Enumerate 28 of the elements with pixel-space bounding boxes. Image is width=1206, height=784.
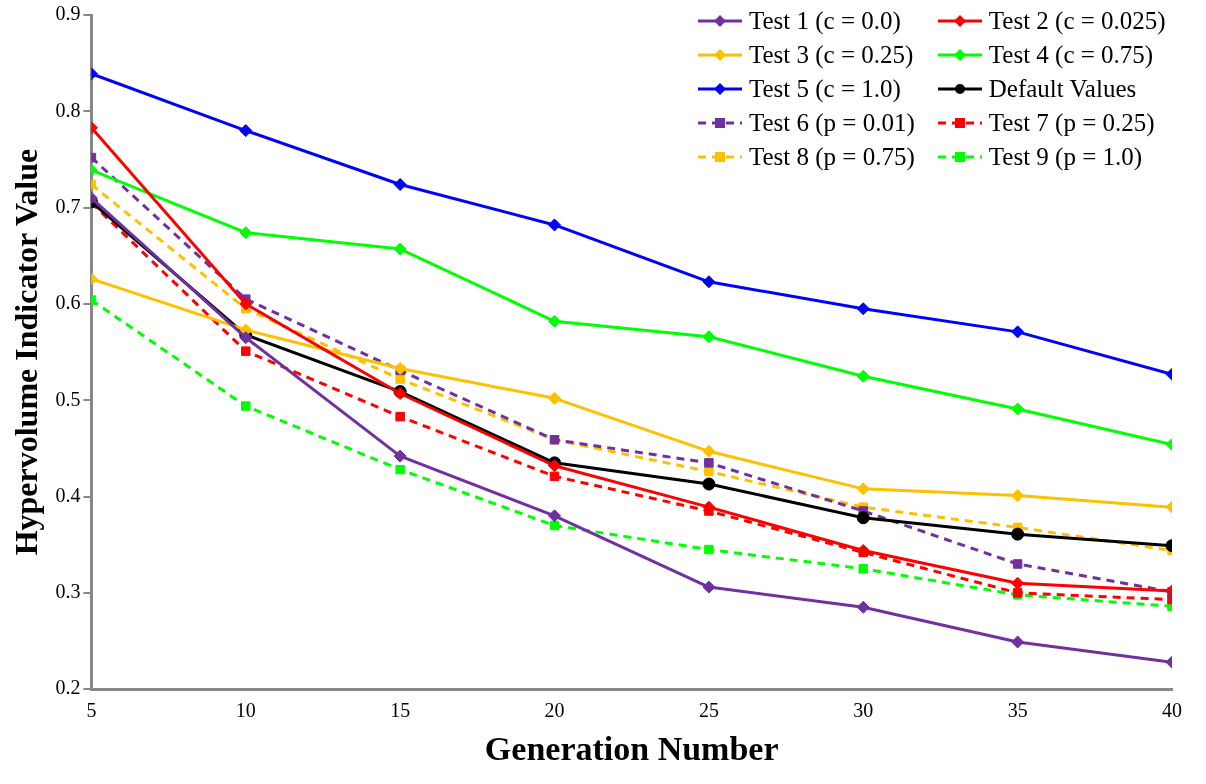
x-tick-label: 40 [1162, 699, 1182, 722]
y-tick-label: 0.2 [55, 676, 81, 699]
y-axis-title: Hypervolume Indicator Value [8, 148, 45, 556]
y-tick-label: 0.9 [55, 2, 81, 25]
legend-label: Default Values [988, 74, 1137, 104]
x-tick-label: 10 [235, 699, 256, 722]
legend-label: Test 7 (p = 0.25) [988, 108, 1155, 139]
x-tick-label: 15 [390, 699, 411, 722]
x-tick-label: 30 [853, 699, 874, 722]
x-axis-title: Generation Number [484, 730, 779, 768]
y-tick-label: 0.8 [55, 98, 81, 121]
legend-label: Test 1 (c = 0.0) [749, 6, 901, 37]
legend-label: Test 5 (c = 1.0) [749, 74, 901, 105]
legend-label: Test 4 (c = 0.75) [988, 40, 1154, 71]
x-tick-label: 5 [86, 699, 97, 722]
y-tick-label: 0.5 [55, 387, 81, 410]
legend-label: Test 3 (c = 0.25) [749, 40, 914, 71]
legend-label: Test 2 (c = 0.025) [988, 6, 1166, 37]
y-tick-label: 0.4 [55, 483, 81, 506]
y-tick-label: 0.7 [55, 194, 81, 217]
legend-label: Test 8 (p = 0.75) [749, 142, 915, 173]
y-tick-label: 0.6 [55, 291, 81, 314]
x-tick-label: 35 [1007, 699, 1028, 722]
legend-label: Test 9 (p = 1.0) [988, 142, 1143, 173]
x-tick-label: 20 [544, 699, 565, 722]
x-tick-label: 25 [698, 699, 719, 722]
legend-label: Test 6 (p = 0.01) [749, 108, 915, 139]
y-tick-label: 0.3 [55, 580, 81, 603]
